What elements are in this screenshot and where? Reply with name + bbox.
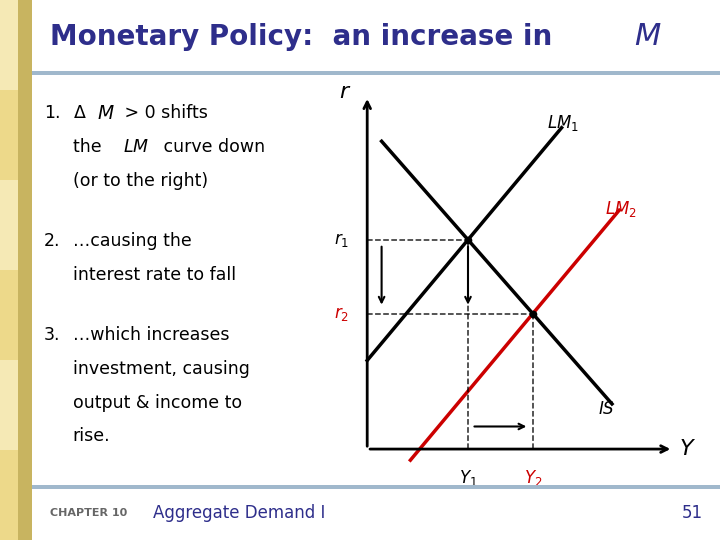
Text: (or to the right): (or to the right): [73, 172, 208, 190]
Text: Monetary Policy:  an increase in: Monetary Policy: an increase in: [50, 23, 562, 51]
Text: $\mathit{r}_1$: $\mathit{r}_1$: [334, 231, 350, 249]
Text: $\mathit{Y}_2$: $\mathit{Y}_2$: [523, 468, 542, 488]
Text: curve down: curve down: [158, 138, 265, 156]
Text: …causing the: …causing the: [73, 232, 192, 250]
Text: Aggregate Demand I: Aggregate Demand I: [153, 504, 325, 522]
Text: $\mathit{r}$: $\mathit{r}$: [339, 82, 352, 102]
Text: 1.: 1.: [44, 104, 60, 123]
Text: $\mathit{Y}_1$: $\mathit{Y}_1$: [459, 468, 477, 488]
Text: CHAPTER 10: CHAPTER 10: [50, 508, 127, 518]
Text: rise.: rise.: [73, 427, 110, 446]
Text: $\mathit{r}_2$: $\mathit{r}_2$: [335, 305, 349, 322]
Text: > 0 shifts: > 0 shifts: [119, 104, 207, 123]
Text: investment, causing: investment, causing: [73, 360, 250, 378]
Text: $\mathit{LM}$: $\mathit{LM}$: [123, 138, 149, 156]
Text: output & income to: output & income to: [73, 394, 242, 411]
Text: …which increases: …which increases: [73, 327, 229, 345]
Text: 51: 51: [682, 504, 703, 522]
Text: $\mathit{IS}$: $\mathit{IS}$: [598, 400, 615, 418]
Text: interest rate to fall: interest rate to fall: [73, 266, 236, 284]
Text: $\mathit{M}$: $\mathit{M}$: [634, 22, 662, 51]
Text: $\mathit{LM}_1$: $\mathit{LM}_1$: [547, 113, 579, 133]
Text: $\Delta$: $\Delta$: [73, 104, 86, 123]
Text: the: the: [73, 138, 107, 156]
Text: $\mathbf{\mathit{M}}$: $\mathbf{\mathit{M}}$: [97, 104, 115, 123]
Text: $\mathit{Y}$: $\mathit{Y}$: [679, 439, 696, 459]
Text: 3.: 3.: [44, 327, 60, 345]
Text: 2.: 2.: [44, 232, 60, 250]
Text: $\mathit{LM}_2$: $\mathit{LM}_2$: [605, 199, 636, 219]
